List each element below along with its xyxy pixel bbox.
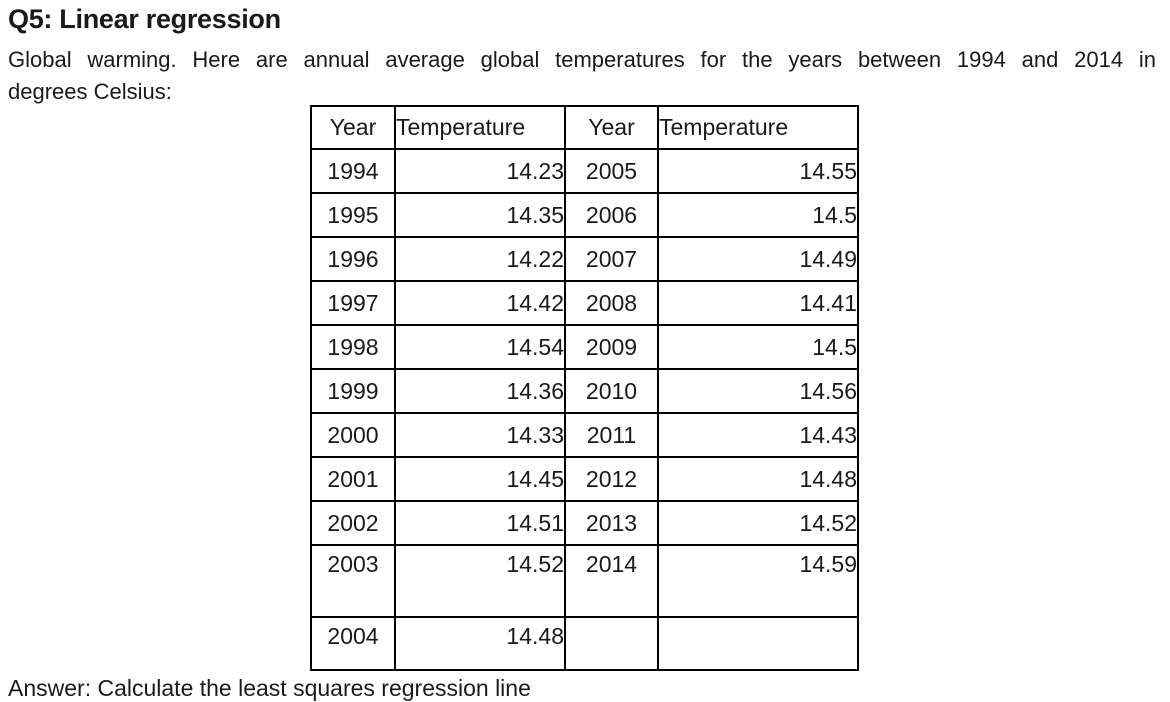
temperature-cell: 14.48: [657, 456, 859, 502]
year-cell: 1999: [310, 368, 396, 414]
year-cell: 2012: [564, 456, 659, 502]
question-title: Q5: Linear regression: [8, 4, 281, 34]
temperature-cell: 14.49: [657, 236, 859, 282]
temperature-cell: 14.48: [394, 616, 566, 671]
year-cell: 2006: [564, 192, 659, 238]
temperature-cell: 14.59: [657, 544, 859, 618]
temperature-cell: 14.55: [657, 148, 859, 194]
year-cell: 1995: [310, 192, 396, 238]
intro-line-1: Global warming. Here are annual average …: [8, 47, 1156, 72]
year-cell: 2007: [564, 236, 659, 282]
table-row: 2004 14.48: [310, 616, 859, 671]
table-row: 2001 14.45 2012 14.48: [310, 456, 859, 502]
table-row: 1997 14.42 2008 14.41: [310, 280, 859, 326]
temperature-cell: 14.45: [394, 456, 566, 502]
year-cell: 2009: [564, 324, 659, 370]
temperature-cell: 14.43: [657, 412, 859, 458]
table-row: 1999 14.36 2010 14.56: [310, 368, 859, 414]
year-cell: 1994: [310, 148, 396, 194]
temperature-cell: 14.41: [657, 280, 859, 326]
header-temperature-1: Temperature: [394, 105, 566, 150]
year-cell: 2001: [310, 456, 396, 502]
temperature-cell: 14.5: [657, 192, 859, 238]
year-cell: 1998: [310, 324, 396, 370]
year-cell: 2000: [310, 412, 396, 458]
year-cell: 2013: [564, 500, 659, 546]
temperature-cell: 14.54: [394, 324, 566, 370]
table-header-row: Year Temperature Year Temperature: [310, 105, 859, 150]
temperature-cell: 14.56: [657, 368, 859, 414]
year-cell: 2010: [564, 368, 659, 414]
temperature-cell: 14.52: [394, 544, 566, 618]
table-row: 1995 14.35 2006 14.5: [310, 192, 859, 238]
year-cell: 2008: [564, 280, 659, 326]
temperature-table: Year Temperature Year Temperature 1994 1…: [310, 105, 859, 671]
year-cell: 1997: [310, 280, 396, 326]
year-cell: 2002: [310, 500, 396, 546]
year-cell: 2011: [564, 412, 659, 458]
temperature-cell: 14.22: [394, 236, 566, 282]
year-cell: [564, 616, 659, 671]
intro-paragraph: Global warming. Here are annual average …: [8, 44, 1156, 108]
temperature-cell: 14.35: [394, 192, 566, 238]
year-cell: 2014: [564, 544, 659, 618]
temperature-cell: 14.36: [394, 368, 566, 414]
temperature-cell: 14.23: [394, 148, 566, 194]
header-year-1: Year: [310, 105, 396, 150]
table-row: 2002 14.51 2013 14.52: [310, 500, 859, 546]
temperature-cell: 14.5: [657, 324, 859, 370]
year-cell: 1996: [310, 236, 396, 282]
document-page: Q5: Linear regression Global warming. He…: [8, 4, 1156, 701]
intro-line-2: degrees Celsius:: [8, 79, 172, 104]
clipped-bottom-text: Answer: Calculate the least squares regr…: [8, 675, 531, 701]
header-temperature-2: Temperature: [657, 105, 859, 150]
temperature-cell: 14.52: [657, 500, 859, 546]
table-row: 2000 14.33 2011 14.43: [310, 412, 859, 458]
year-cell: 2003: [310, 544, 396, 618]
table-row: 1994 14.23 2005 14.55: [310, 148, 859, 194]
table-row: 2003 14.52 2014 14.59: [310, 544, 859, 618]
temperature-cell: 14.42: [394, 280, 566, 326]
year-cell: 2005: [564, 148, 659, 194]
header-year-2: Year: [564, 105, 659, 150]
temperature-cell: 14.51: [394, 500, 566, 546]
table-row: 1998 14.54 2009 14.5: [310, 324, 859, 370]
temperature-cell: 14.33: [394, 412, 566, 458]
year-cell: 2004: [310, 616, 396, 671]
temperature-cell: [657, 616, 859, 671]
table-row: 1996 14.22 2007 14.49: [310, 236, 859, 282]
